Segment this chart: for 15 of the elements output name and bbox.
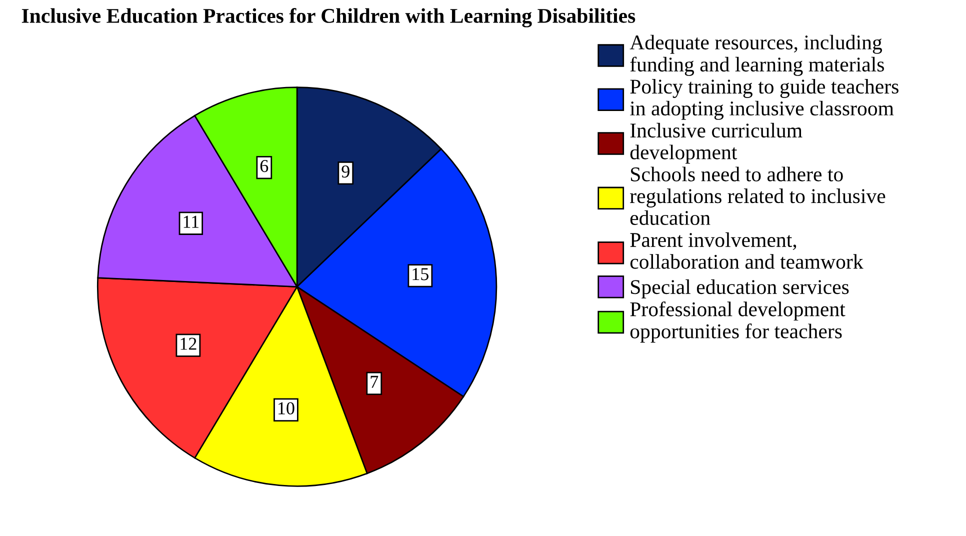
data-label: 12 (180, 338, 196, 350)
legend-label: Inclusive curriculum development (630, 122, 802, 164)
legend-label: Adequate resources, including funding and learning materials (630, 34, 884, 76)
data-label: 7 (370, 376, 378, 388)
data-label: 6 (260, 160, 268, 172)
legend-label: Professional development opportunities for teachers (630, 301, 846, 343)
legend-label: Schools need to adhere to regulations related to inclusive education (630, 166, 886, 226)
data-label: 11 (184, 216, 199, 228)
legend-label: Special education services (630, 279, 849, 298)
data-label: 15 (412, 268, 428, 280)
legend-label: Parent involvement, collaboration and teamwork (630, 232, 864, 269)
chart-title: Inclusive Education Practices for Children with Learning Disabilities (22, 8, 636, 28)
data-label: 10 (278, 402, 294, 414)
legend-label: Policy training to guide teachers in adopting inclusive classroom (630, 79, 898, 120)
data-label: 9 (342, 165, 350, 178)
